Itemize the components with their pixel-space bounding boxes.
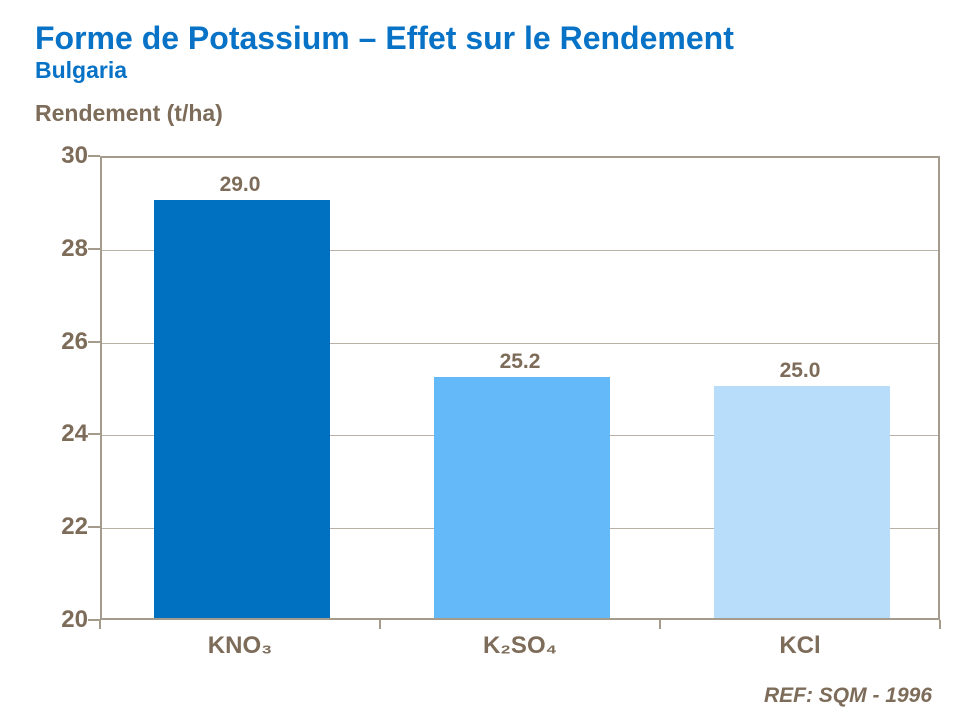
bar-value-label: 29.0 [219,173,261,197]
x-axis-tick [659,620,661,629]
page-title: Forme de Potassium – Effet sur le Rendem… [35,20,734,56]
bar-KNO₃ [154,200,330,618]
x-axis-tick [379,620,381,629]
x-axis-tick [99,620,101,629]
y-tick-label: 30 [61,142,88,169]
y-axis-tick [88,433,100,436]
y-axis-tick [88,155,100,157]
y-tick-label: 26 [61,327,88,355]
x-category-label: KNO₃ [207,632,273,659]
y-axis-tick [88,619,100,621]
bar-value-label: 25.0 [779,359,821,382]
y-tick-label: 20 [61,606,88,633]
y-tick-label: 24 [61,420,88,448]
bar-value-label: 25.2 [499,349,541,373]
bar-KCl [714,386,890,618]
page-subtitle: Bulgaria [35,57,128,83]
gridline [102,249,938,251]
x-axis-tick [939,620,941,629]
y-tick-label: 22 [61,513,88,541]
y-axis-tick [88,526,100,529]
x-category-label: KCl [779,632,821,659]
y-tick-label: 28 [61,234,88,262]
gridline [102,342,938,344]
y-axis-tick [88,247,100,250]
bar-K₂SO₄ [434,377,610,618]
y-axis-tick [88,340,100,343]
plot-area [100,156,940,620]
y-axis-title: Rendement (t/ha) [35,100,223,126]
reference-note: REF: SQM - 1996 [763,684,932,707]
x-category-label: K₂SO₄ [482,632,558,659]
